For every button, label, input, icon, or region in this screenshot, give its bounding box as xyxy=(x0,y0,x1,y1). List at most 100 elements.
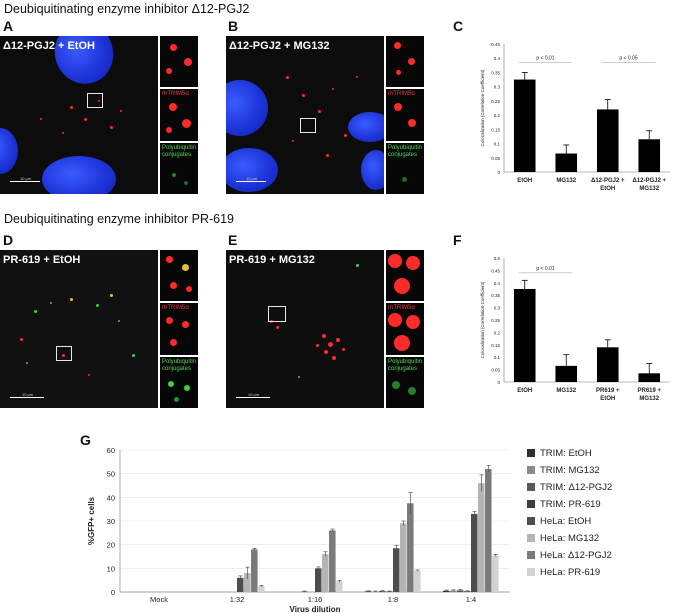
red-puncta xyxy=(182,321,189,328)
bar xyxy=(555,365,578,382)
x-tick-label: 1:8 xyxy=(388,595,398,604)
roi-box xyxy=(300,118,316,133)
red-puncta xyxy=(332,88,334,90)
micrograph-b: Δ12-PGJ2 + MG132 10 μm xyxy=(226,36,384,194)
inset-poly-label-line2: conjugates xyxy=(388,152,418,158)
red-puncta xyxy=(170,339,177,346)
red-puncta xyxy=(336,338,340,342)
y-tick-label: 0.45 xyxy=(491,42,500,47)
y-tick-label: 0.05 xyxy=(491,368,500,373)
x-tick-label: MG132 xyxy=(556,388,576,394)
bar xyxy=(251,549,258,592)
green-puncta xyxy=(118,320,120,322)
y-tick-label: 40 xyxy=(107,493,115,502)
y-tick-label: 60 xyxy=(107,446,115,455)
y-tick-label: 0.35 xyxy=(491,70,500,75)
y-tick-label: 10 xyxy=(107,564,115,573)
x-tick-label: PR619 + xyxy=(637,388,661,394)
red-puncta xyxy=(394,103,402,111)
red-puncta xyxy=(120,110,122,112)
x-tick-label: Δ12-PGJ2 + xyxy=(591,178,625,184)
red-puncta xyxy=(88,374,90,376)
bar xyxy=(596,347,619,382)
legend-swatch xyxy=(527,568,535,576)
y-tick-label: 0 xyxy=(497,170,500,175)
red-puncta xyxy=(166,68,172,74)
yellow-puncta xyxy=(70,298,73,301)
x-tick-label: EtOH xyxy=(517,388,532,394)
y-tick-label: 0.4 xyxy=(494,56,501,61)
panel-e-label: PR-619 + MG132 xyxy=(229,254,315,266)
inset-poly-d: Polyubiquitin conjugates xyxy=(160,357,198,408)
green-puncta xyxy=(402,177,407,182)
inset-trim-label: rhTRIM5α xyxy=(162,91,189,97)
green-puncta xyxy=(184,385,190,391)
legend-label: TRIM: PR-619 xyxy=(540,499,601,510)
red-puncta xyxy=(62,132,64,134)
scale-bar xyxy=(10,397,44,398)
x-tick-label: 1:16 xyxy=(308,595,323,604)
bar xyxy=(638,373,661,382)
inset-poly-label-line1: Polyubiquitin xyxy=(162,359,197,365)
green-puncta xyxy=(408,387,416,395)
yellow-puncta xyxy=(110,294,113,297)
panel-letter-b: B xyxy=(228,18,239,34)
red-puncta xyxy=(276,326,279,329)
panel-a-label: Δ12-PGJ2 + EtOH xyxy=(3,40,95,52)
bar xyxy=(322,554,329,592)
x-tick-label: MG132 xyxy=(639,396,659,402)
inset-trim-label: rhTRIM5α xyxy=(162,305,189,311)
red-puncta xyxy=(184,58,192,66)
significance-label: p < 0.05 xyxy=(619,55,637,61)
y-tick-label: 0.25 xyxy=(491,99,500,104)
y-tick-label: 0 xyxy=(497,380,500,385)
green-puncta xyxy=(168,381,174,387)
bar xyxy=(513,289,536,382)
red-puncta xyxy=(344,134,347,137)
y-tick-label: 30 xyxy=(107,517,115,526)
legend-label: HeLa: EtOH xyxy=(540,516,591,527)
legend-swatch xyxy=(527,551,535,559)
red-puncta xyxy=(318,110,321,113)
red-puncta xyxy=(170,282,177,289)
bar xyxy=(492,555,499,592)
red-puncta xyxy=(408,119,416,127)
legend-label: HeLa: Δ12-PGJ2 xyxy=(540,550,612,561)
red-puncta xyxy=(166,256,173,263)
bar xyxy=(513,79,536,172)
y-tick-label: 0.15 xyxy=(491,127,500,132)
chart-c: 0 0.05 0.1 0.15 0.2 0.25 0.3 0.35 0.4 0.45 Colocal… xyxy=(480,42,670,192)
red-puncta xyxy=(40,118,42,120)
bar xyxy=(244,573,251,592)
x-tick-label: 1:32 xyxy=(230,595,245,604)
inset-merge-e xyxy=(386,250,424,301)
green-puncta xyxy=(392,381,400,389)
red-puncta xyxy=(166,127,172,133)
red-puncta xyxy=(292,140,294,142)
section-title-top: Deubiquitinating enzyme inhibitor Δ12-PG… xyxy=(4,2,250,16)
legend-swatch xyxy=(527,500,535,508)
bar xyxy=(471,513,478,592)
y-tick-label: 0.1 xyxy=(494,142,501,147)
red-puncta xyxy=(302,94,305,97)
bar xyxy=(596,109,619,172)
panel-b-label: Δ12-PGJ2 + MG132 xyxy=(229,40,330,52)
red-puncta xyxy=(62,354,65,357)
inset-poly-label-line2: conjugates xyxy=(388,366,418,372)
bar xyxy=(414,570,421,592)
y-tick-label: 0.5 xyxy=(494,256,501,261)
y-tick-label: 0.15 xyxy=(491,343,500,348)
legend-swatch xyxy=(527,466,535,474)
legend-swatch xyxy=(527,517,535,525)
inset-trim-a: rhTRIM5α xyxy=(160,89,198,141)
roi-box xyxy=(268,306,286,322)
bar xyxy=(555,153,578,172)
red-puncta xyxy=(394,278,410,294)
scale-bar-text: 10 μm xyxy=(246,176,258,181)
y-tick-label: 0.35 xyxy=(491,293,500,298)
nucleus xyxy=(0,128,18,174)
significance-label: p < 0.01 xyxy=(536,55,554,61)
y-tick-label: 0.3 xyxy=(494,85,501,90)
nucleus xyxy=(361,150,384,190)
inset-trim-label: rhTRIM5α xyxy=(388,305,415,311)
